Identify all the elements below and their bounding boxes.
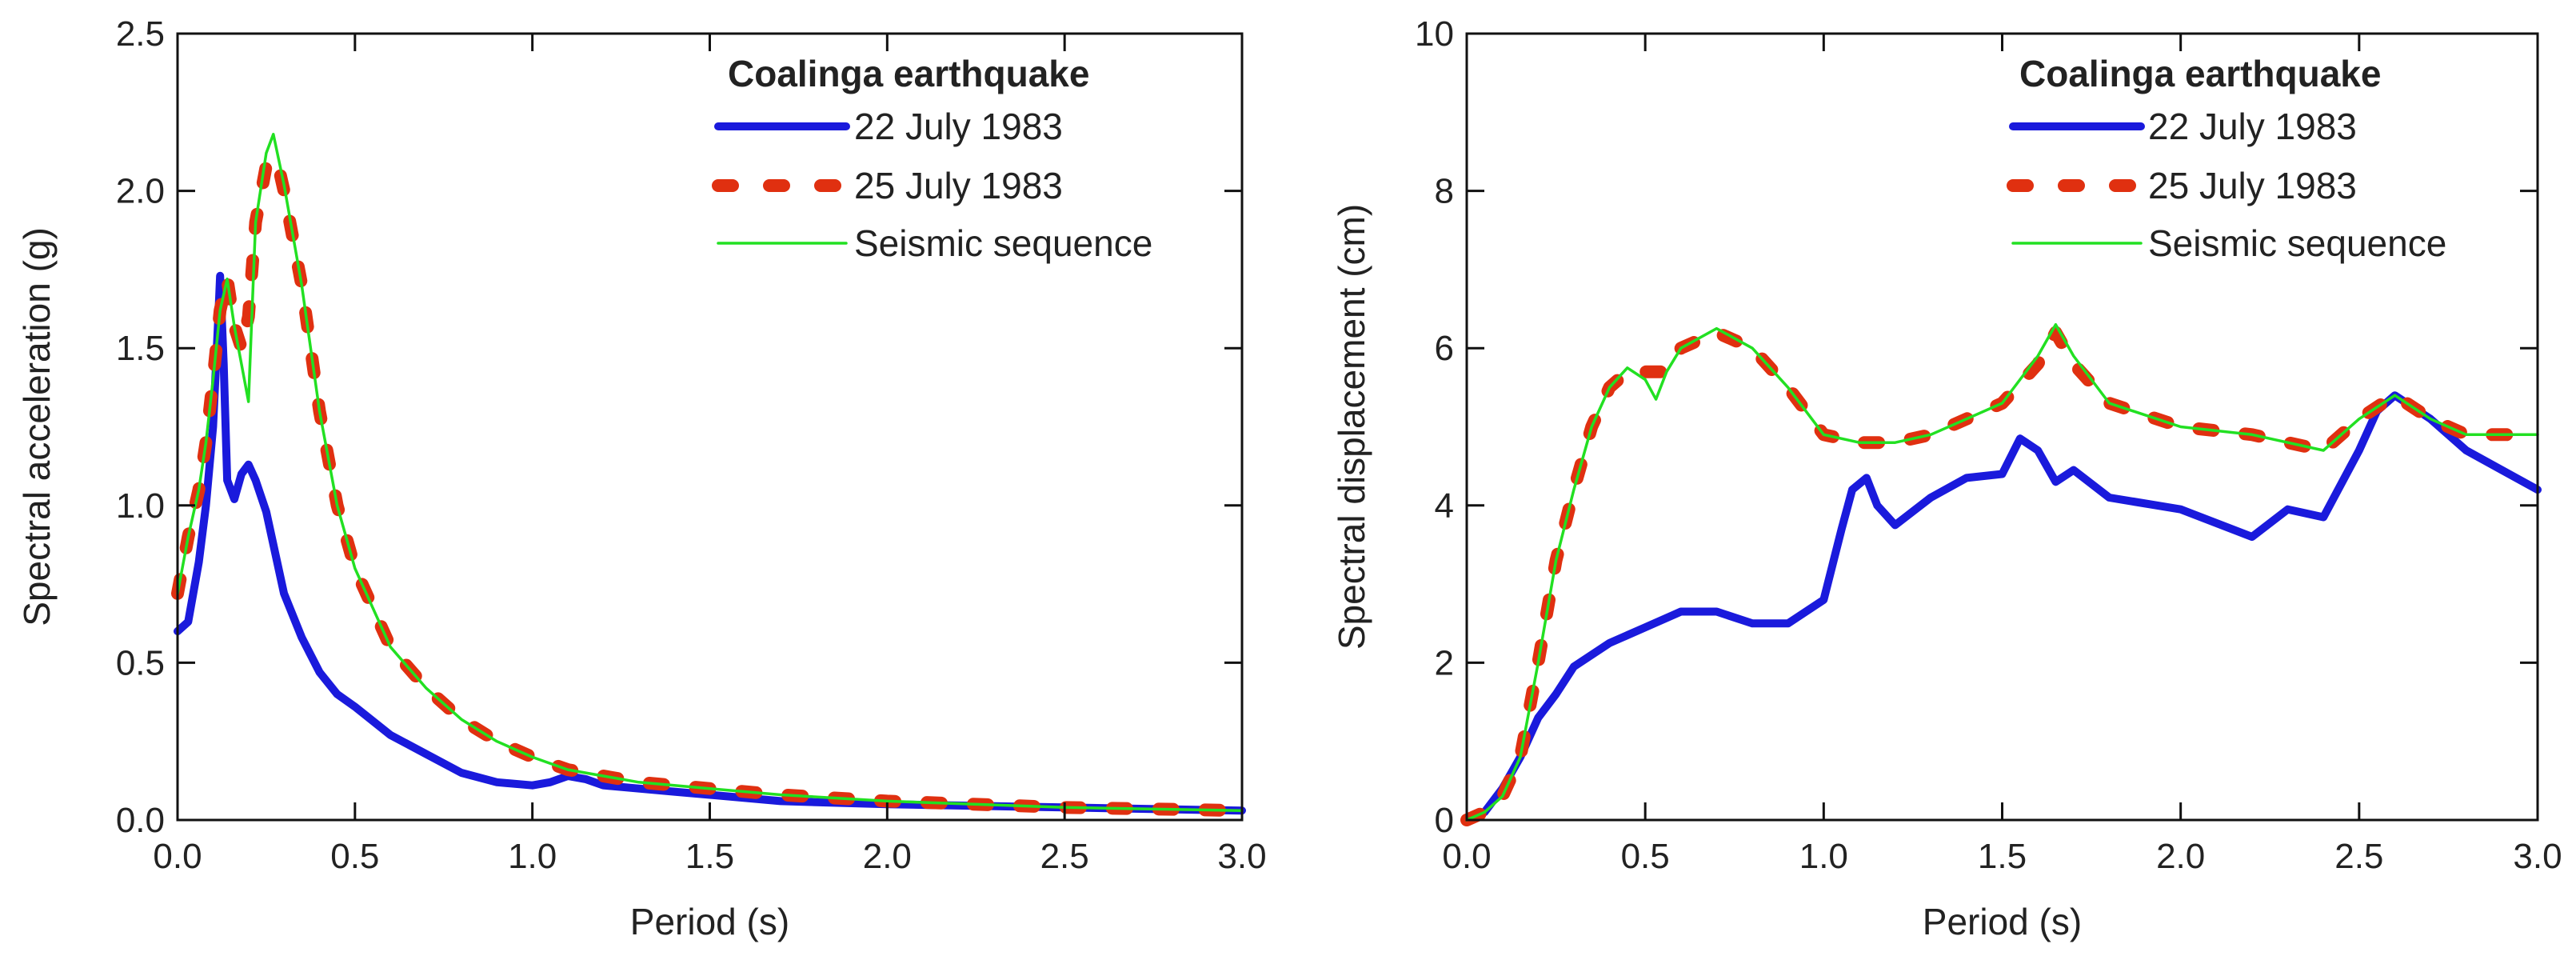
x-tick-label: 2.5 [1040, 837, 1089, 876]
legend-title: Coalinga earthquake [2019, 53, 2381, 94]
y-tick-label: 0.0 [116, 801, 165, 840]
y-tick-label: 2.5 [116, 14, 165, 54]
legend-label: Seismic sequence [854, 222, 1152, 264]
plot-frame [1465, 32, 2539, 822]
x-axis-title: Period (s) [630, 901, 789, 942]
y-tick-label: 1.0 [116, 486, 165, 526]
y-tick-label: 8 [1435, 172, 1454, 211]
legend-label: 22 July 1983 [854, 106, 1063, 147]
legend-label: 22 July 1983 [2148, 106, 2357, 147]
x-tick-label: 2.5 [2334, 837, 2383, 876]
x-tick-label: 1.0 [508, 837, 557, 876]
legend-label: Seismic sequence [2148, 222, 2446, 264]
x-tick-label: 0.0 [153, 837, 202, 876]
legend-title: Coalinga earthquake [728, 53, 1089, 94]
series-line-seismic-sequence [1465, 322, 2539, 822]
x-tick-label: 1.5 [1978, 837, 2027, 876]
y-tick-label: 10 [1415, 14, 1454, 54]
x-tick-label: 3.0 [2513, 837, 2562, 876]
x-tick-label: 3.0 [1217, 837, 1266, 876]
x-axis-title: Period (s) [1923, 901, 2082, 942]
x-tick-label: 2.0 [2156, 837, 2205, 876]
y-tick-label: 2.0 [116, 172, 165, 211]
y-tick-label: 1.5 [116, 329, 165, 368]
legend: Coalinga earthquake 22 July 1983 25 July 1… [2007, 53, 2446, 264]
y-axis-title: Spectral displacement (cm) [1331, 204, 1372, 650]
y-tick-label: 0 [1435, 801, 1454, 840]
chart-panel-2: 0.0 0.5 1.0 1.5 2.0 2.5 3.0 0 2 4 6 8 10 Period (s) Sp… [1331, 14, 2562, 942]
series-line-22-july-1983 [1463, 391, 2542, 824]
legend-label: 25 July 1983 [854, 165, 1063, 206]
plot-frame [176, 32, 1244, 822]
x-tick-label: 2.0 [863, 837, 912, 876]
x-tick-label: 0.5 [330, 837, 379, 876]
y-axis-title: Spectral acceleration (g) [16, 227, 58, 626]
y-tick-label: 2 [1435, 643, 1454, 682]
y-tick-label: 4 [1435, 486, 1454, 526]
legend: Coalinga earthquake 22 July 1983 25 July 1… [712, 53, 1152, 264]
legend-label: 25 July 1983 [2148, 165, 2357, 206]
y-tick-label: 0.5 [116, 643, 165, 682]
x-tick-label: 0.0 [1442, 837, 1491, 876]
x-tick-label: 1.0 [1799, 837, 1848, 876]
chart-panel-1: 0.0 0.5 1.0 1.5 2.0 2.5 3.0 0.0 0.5 1.0 1.5 2.0 2.5 P… [16, 14, 1267, 942]
x-tick-label: 1.5 [685, 837, 734, 876]
series-line-22-july-1983 [174, 271, 1246, 815]
x-tick-label: 0.5 [1621, 837, 1670, 876]
y-tick-label: 6 [1435, 329, 1454, 368]
series-line-seismic-sequence [176, 133, 1244, 812]
